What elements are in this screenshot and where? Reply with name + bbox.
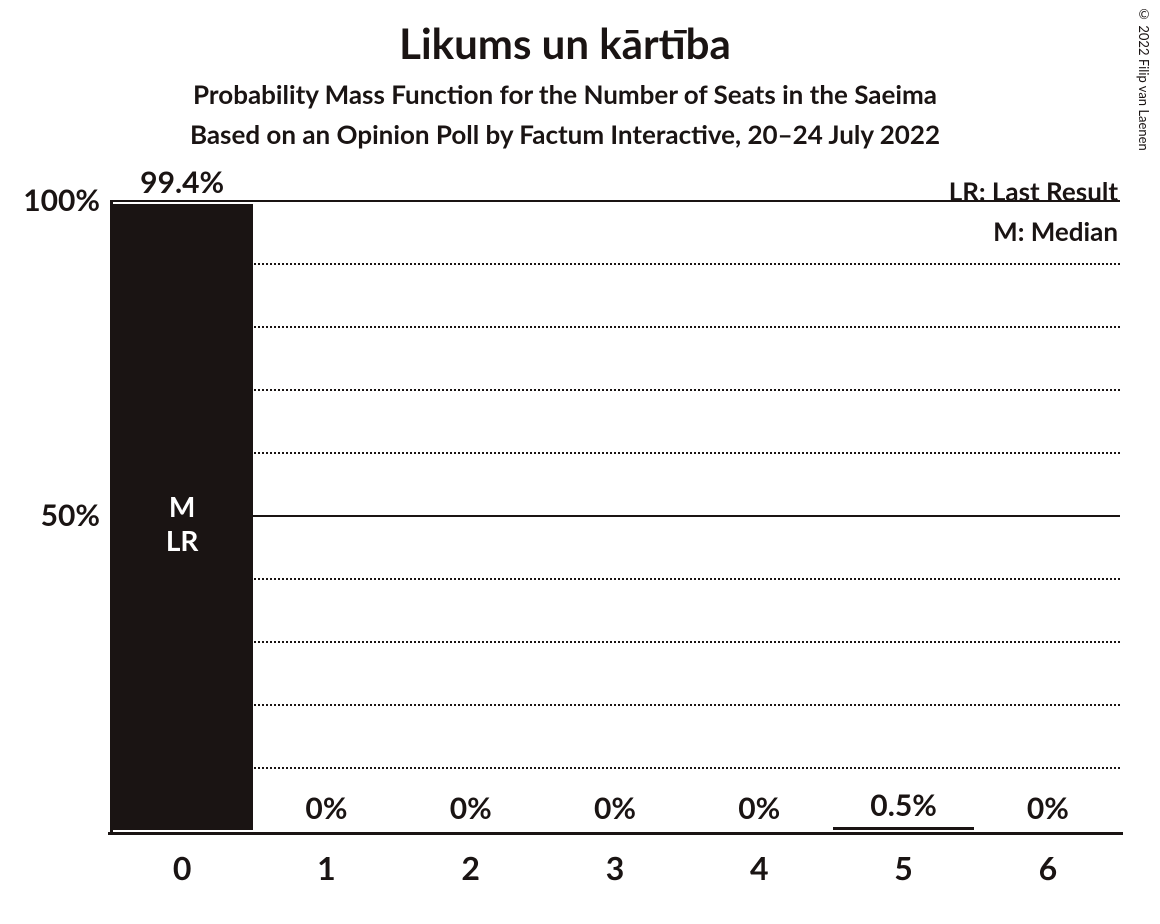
bar — [833, 827, 974, 830]
x-tick-label: 1 — [276, 848, 376, 887]
chart-subtitle-2: Based on an Opinion Poll by Factum Inter… — [0, 118, 1130, 150]
x-tick-label: 6 — [998, 848, 1098, 887]
chart-title: Likums un kārtība — [0, 18, 1130, 68]
x-tick-label: 2 — [421, 848, 521, 887]
x-tick-label: 3 — [565, 848, 665, 887]
bar-value-label: 0% — [545, 790, 685, 826]
bar-value-label: 0% — [401, 790, 541, 826]
x-tick-label: 0 — [132, 848, 232, 887]
x-axis-line — [108, 832, 1123, 835]
x-tick-label: 5 — [854, 848, 954, 887]
y-tick-label: 100% — [10, 182, 100, 218]
chart-subtitle-1: Probability Mass Function for the Number… — [0, 78, 1130, 110]
bar-value-label: 0% — [256, 790, 396, 826]
bar-value-label: 99.4% — [112, 164, 252, 200]
bar-value-label: 0.5% — [834, 787, 974, 823]
bar-value-label: 0% — [978, 790, 1118, 826]
bar-value-label: 0% — [689, 790, 829, 826]
y-tick-label: 50% — [10, 497, 100, 533]
copyright-text: © 2022 Filip van Laenen — [1136, 6, 1152, 151]
legend-median: M: Median — [993, 215, 1118, 247]
legend-last-result: LR: Last Result — [949, 175, 1118, 207]
bar-annotation: LR — [102, 523, 262, 557]
x-tick-label: 4 — [709, 848, 809, 887]
bar-annotation: M — [102, 489, 262, 523]
chart-container: Likums un kārtība Probability Mass Funct… — [0, 0, 1160, 924]
